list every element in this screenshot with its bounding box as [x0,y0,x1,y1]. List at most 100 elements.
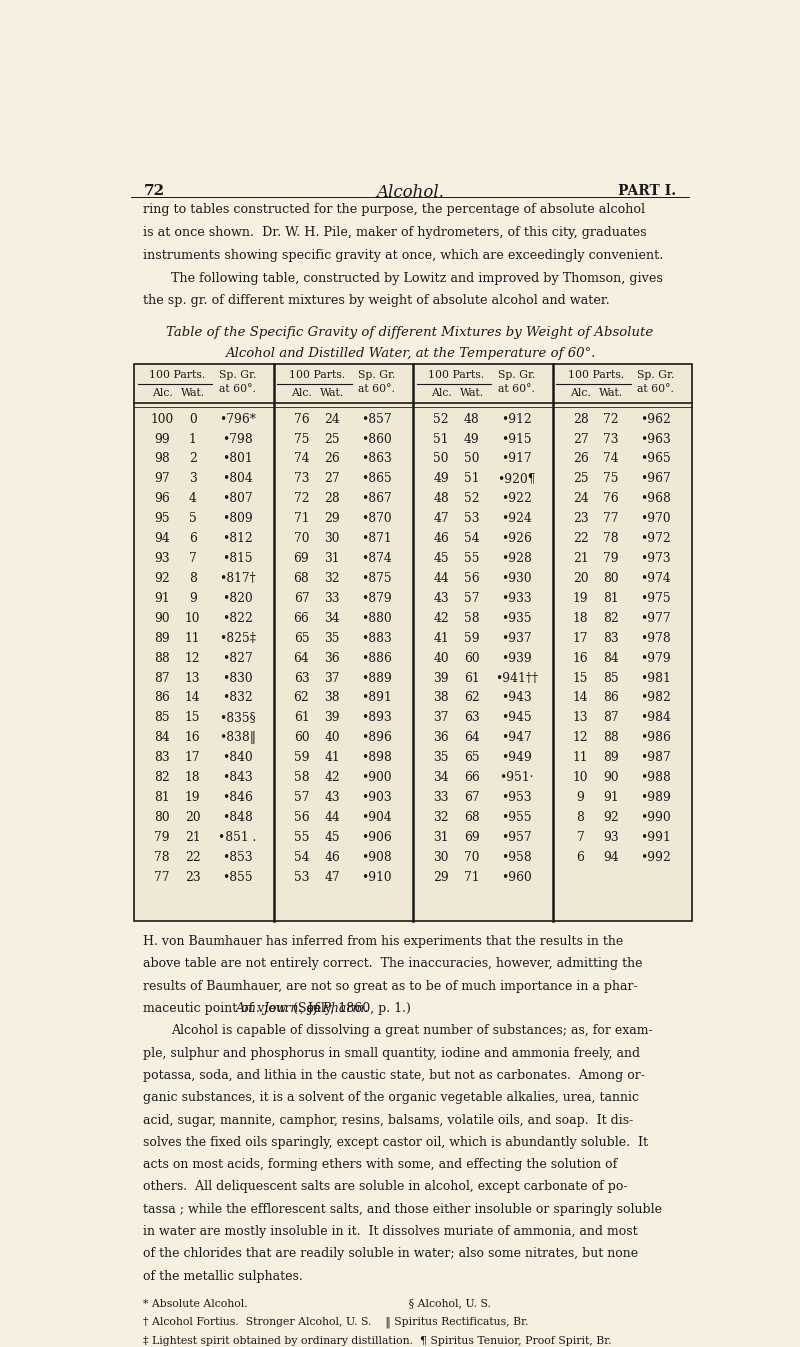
Text: •968: •968 [640,492,671,505]
Text: 100 Parts.: 100 Parts. [428,370,485,380]
Text: 34: 34 [324,612,340,625]
Text: ple, sulphur and phosphorus in small quantity, iodine and ammonia freely, and: ple, sulphur and phosphorus in small qua… [143,1047,641,1060]
Text: 29: 29 [433,870,449,884]
Text: 25: 25 [573,473,588,485]
Text: 56: 56 [294,811,310,824]
Text: 10: 10 [185,612,201,625]
Text: •817†: •817† [219,572,256,585]
Text: 78: 78 [154,851,170,863]
Text: in water are mostly insoluble in it.  It dissolves muriate of ammonia, and most: in water are mostly insoluble in it. It … [143,1224,638,1238]
Text: results of Baumhauer, are not so great as to be of much importance in a phar-: results of Baumhauer, are not so great a… [143,979,638,993]
Text: •838‖: •838‖ [219,731,256,745]
Text: 21: 21 [185,831,201,843]
Text: Alcohol is capable of dissolving a great number of substances; as, for exam-: Alcohol is capable of dissolving a great… [171,1024,653,1037]
Text: 37: 37 [325,672,340,684]
Text: 74: 74 [294,453,310,466]
Text: 96: 96 [154,492,170,505]
Text: •846: •846 [222,791,253,804]
Text: 99: 99 [154,432,170,446]
Text: above table are not entirely correct.  The inaccuracies, however, admitting the: above table are not entirely correct. Th… [143,958,643,970]
Text: 42: 42 [433,612,449,625]
Text: •904: •904 [362,811,392,824]
Text: 17: 17 [573,632,588,645]
Text: 28: 28 [573,412,588,426]
Text: 26: 26 [324,453,340,466]
Text: PART I.: PART I. [618,185,677,198]
Text: •922: •922 [501,492,532,505]
Text: at 60°.: at 60°. [638,384,674,393]
Text: Sp. Gr.: Sp. Gr. [637,370,674,380]
Text: 93: 93 [154,552,170,564]
Text: Alc.: Alc. [152,388,172,397]
Text: •943: •943 [501,691,532,704]
Text: •958: •958 [501,851,532,863]
Text: 86: 86 [154,691,170,704]
Text: •900: •900 [362,770,392,784]
Text: 86: 86 [603,691,619,704]
Text: Sp. Gr.: Sp. Gr. [218,370,256,380]
Text: •886: •886 [362,652,392,664]
Text: 73: 73 [294,473,310,485]
Text: 69: 69 [294,552,310,564]
Text: 65: 65 [464,752,479,764]
Text: •874: •874 [362,552,392,564]
Text: 44: 44 [433,572,449,585]
Text: •989: •989 [640,791,671,804]
Text: 92: 92 [603,811,619,824]
Text: 71: 71 [294,512,310,525]
Text: •893: •893 [362,711,392,725]
Text: 88: 88 [154,652,170,664]
Text: 17: 17 [185,752,201,764]
Text: •915: •915 [501,432,532,446]
Text: 62: 62 [464,691,479,704]
Text: •992: •992 [640,851,671,863]
Text: 61: 61 [294,711,310,725]
Text: 81: 81 [154,791,170,804]
Text: 39: 39 [433,672,449,684]
Text: 82: 82 [603,612,619,625]
Text: •843: •843 [222,770,253,784]
Text: •986: •986 [640,731,671,745]
Text: 94: 94 [603,851,619,863]
Text: acts on most acids, forming ethers with some, and effecting the solution of: acts on most acids, forming ethers with … [143,1158,618,1171]
Text: 64: 64 [294,652,310,664]
Text: 94: 94 [154,532,170,546]
Text: 84: 84 [603,652,619,664]
Text: 0: 0 [189,412,197,426]
Text: •840: •840 [222,752,253,764]
Text: •960: •960 [501,870,532,884]
Text: 32: 32 [433,811,449,824]
Text: 79: 79 [154,831,170,843]
Text: 88: 88 [603,731,619,745]
Text: •935: •935 [501,612,532,625]
Text: 23: 23 [573,512,588,525]
Text: 41: 41 [324,752,340,764]
Text: Wat.: Wat. [320,388,344,397]
Text: 11: 11 [185,632,201,645]
Text: † Alcohol Fortius.  Stronger Alcohol, U. S.    ‖ Spiritus Rectificatus, Br.: † Alcohol Fortius. Stronger Alcohol, U. … [143,1317,529,1328]
Text: 46: 46 [433,532,449,546]
Text: 52: 52 [433,412,449,426]
Text: •903: •903 [362,791,392,804]
Text: •987: •987 [641,752,671,764]
Text: ganic substances, it is a solvent of the organic vegetable alkalies, urea, tanni: ganic substances, it is a solvent of the… [143,1091,639,1105]
Text: , July, 1860, p. 1.): , July, 1860, p. 1.) [300,1002,410,1016]
Text: 49: 49 [433,473,449,485]
Text: 64: 64 [464,731,479,745]
Text: 15: 15 [573,672,588,684]
Text: 89: 89 [154,632,170,645]
Text: Alc.: Alc. [291,388,312,397]
Text: 34: 34 [433,770,449,784]
Text: 43: 43 [433,591,449,605]
Bar [134,364,692,920]
Text: 41: 41 [433,632,449,645]
Text: 14: 14 [185,691,201,704]
Text: others.  All deliquescent salts are soluble in alcohol, except carbonate of po-: others. All deliquescent salts are solub… [143,1180,628,1193]
Text: 95: 95 [154,512,170,525]
Text: 87: 87 [603,711,619,725]
Text: 55: 55 [464,552,479,564]
Text: •825‡: •825‡ [219,632,256,645]
Text: 4: 4 [189,492,197,505]
Text: 58: 58 [294,770,310,784]
Text: Sp. Gr.: Sp. Gr. [498,370,535,380]
